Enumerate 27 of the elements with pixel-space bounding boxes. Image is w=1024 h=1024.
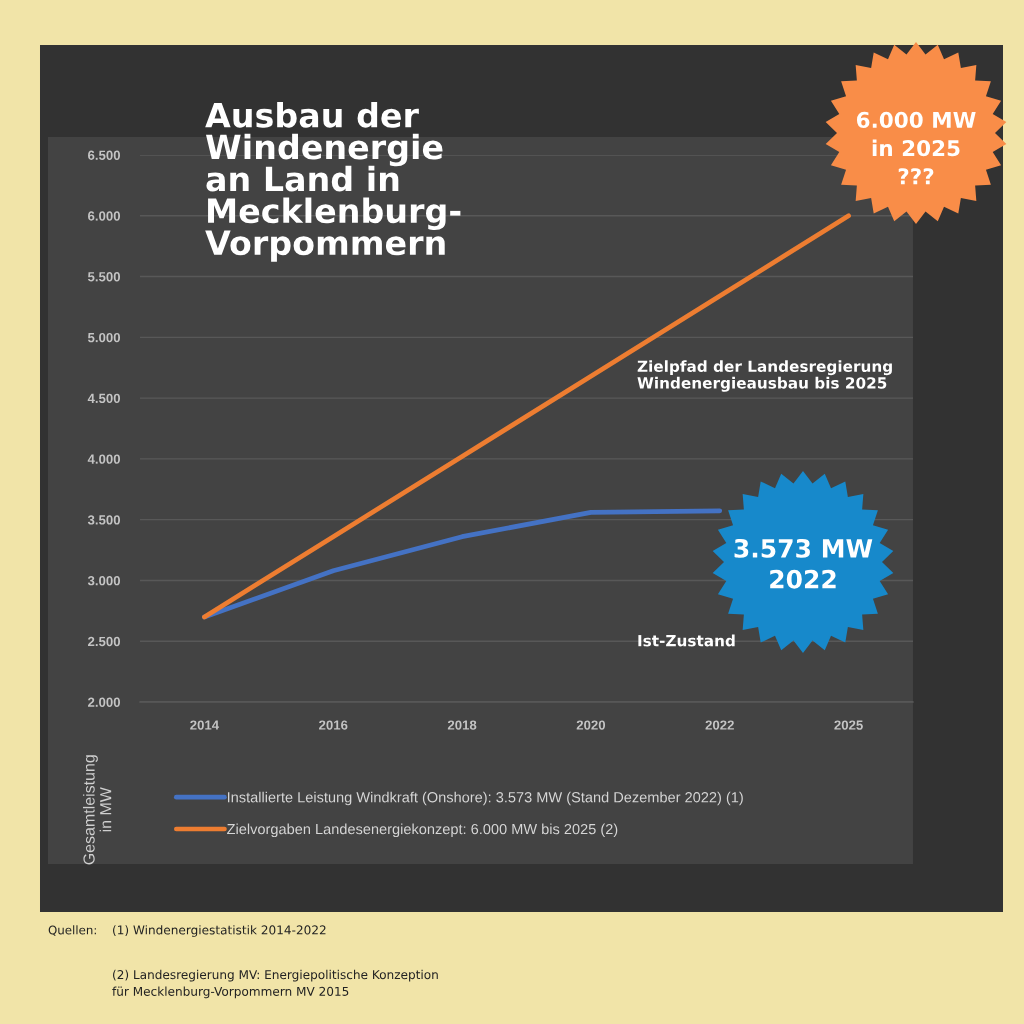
y-tick-label: 2.500 [88, 636, 121, 647]
chart-title: Ausbau der Windenergie an Land in Mecklenburg- Vorpommern [205, 102, 461, 262]
legend-label: Zielvorgaben Landesenergiekonzept: 6.000 MW bis 2025 (2) [227, 823, 618, 838]
y-tick-label: 4.000 [87, 454, 121, 464]
y-tick-label: 2.000 [88, 697, 121, 707]
y-tick-label: 4.500 [87, 393, 121, 404]
x-tick-label: 2014 [190, 720, 220, 730]
y-axis-title: Gesamtleistung in MW [82, 755, 112, 865]
y-tick-label: 3.000 [87, 576, 121, 586]
text: (2) Landesregierung MV: Energiepolitische Konzeption für Mecklenburg-Vorpommern MV 2015 [112, 969, 438, 999]
text: (1) Windenergiestatistik 2014-2022 [113, 925, 326, 937]
x-tick-label: 2018 [447, 720, 477, 730]
annotation: Zielpfad der Landesregierung Windenergieausbau bis 2025 [637, 360, 892, 392]
y-tick-label: 5.000 [87, 332, 121, 343]
y-tick-label: 6.500 [88, 150, 121, 160]
x-tick-label: 2025 [834, 720, 863, 730]
y-tick-label: 6.000 [88, 211, 121, 221]
y-tick-label: 5.500 [87, 272, 121, 282]
legend-label: Installierte Leistung Windkraft (Onshore): 3.573 MW (Stand Dezember 2022) (1) [227, 791, 743, 806]
annotation: Ist-Zustand [638, 634, 735, 647]
x-tick-label: 2016 [319, 720, 348, 730]
annotation: 6.000 MW in 2025 ??? [856, 111, 976, 185]
y-tick-label: 3.500 [87, 515, 121, 525]
x-tick-label: 2020 [576, 720, 606, 730]
source-note: Quellen: [48, 925, 96, 936]
annotation: 3.573 MW 2022 [734, 538, 873, 589]
x-tick-label: 2022 [705, 720, 734, 730]
